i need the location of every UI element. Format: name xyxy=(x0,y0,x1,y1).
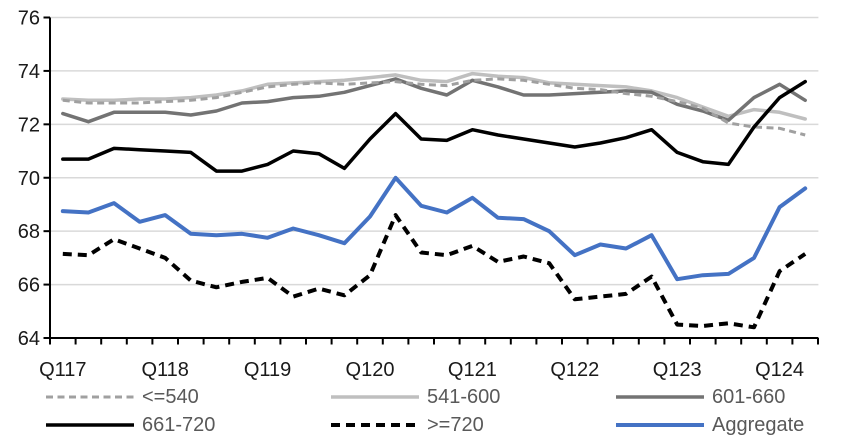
legend-label: 601-660 xyxy=(712,386,786,408)
legend-label: Aggregate xyxy=(712,414,805,436)
legend-line-601-660 xyxy=(616,395,704,399)
x-tick-label: Q121 xyxy=(448,359,497,381)
y-tick-label: 66 xyxy=(18,275,40,297)
legend-line-gte-720 xyxy=(331,423,419,427)
x-tick-label: Q117 xyxy=(39,359,86,381)
legend-item-lte-540: <=540 xyxy=(45,386,199,408)
y-tick-label: 64 xyxy=(18,328,40,350)
x-tick-label: Q118 xyxy=(141,359,188,381)
y-tick-label: 76 xyxy=(18,8,40,30)
series-line-541-600 xyxy=(61,71,807,121)
series-line-Aggregate xyxy=(60,175,808,282)
legend-label: <=540 xyxy=(142,386,199,408)
y-tick-label: 74 xyxy=(18,61,40,83)
legend-line-lte-540 xyxy=(46,395,134,399)
legend-label: >=720 xyxy=(427,414,484,436)
legend-item-541-600: 541-600 xyxy=(330,386,500,408)
legend-item-gte-720: >=720 xyxy=(330,414,484,436)
y-tick-label: 72 xyxy=(18,114,40,136)
legend-item-601-660: 601-660 xyxy=(615,386,785,408)
x-tick-label: Q122 xyxy=(550,359,599,381)
x-tick-label: Q119 xyxy=(244,359,291,381)
y-tick-label: 70 xyxy=(18,168,40,190)
legend-line-661-720 xyxy=(46,423,134,427)
legend-label: 661-720 xyxy=(142,414,216,436)
x-tick-label: Q124 xyxy=(755,359,804,381)
legend-item-aggregate: Aggregate xyxy=(615,414,804,436)
series-line-601-660 xyxy=(61,77,807,124)
x-tick-label: Q120 xyxy=(346,359,395,381)
legend-line-aggregate xyxy=(616,423,704,427)
legend-line-541-600 xyxy=(331,395,419,399)
series-line-661-720 xyxy=(61,79,807,173)
x-tick-label: Q123 xyxy=(653,359,702,381)
series-line-720 xyxy=(62,213,807,330)
legend-label: 541-600 xyxy=(427,386,501,408)
legend-item-661-720: 661-720 xyxy=(45,414,215,436)
series-line-540 xyxy=(62,77,806,137)
y-tick-label: 68 xyxy=(18,221,40,243)
